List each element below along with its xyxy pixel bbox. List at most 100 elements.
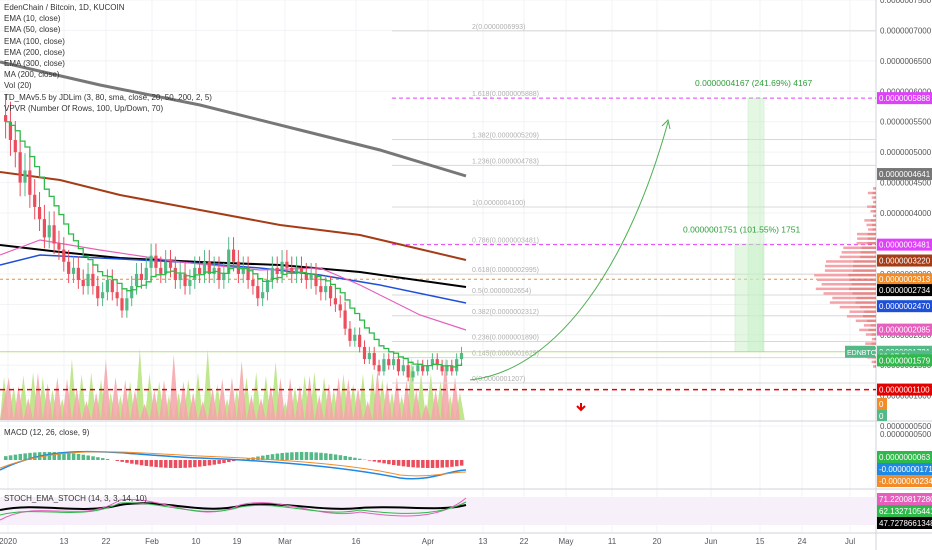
- vpvr-bar-up: [843, 246, 862, 250]
- fib-level-label: 0.618(0.0000002995): [472, 267, 539, 274]
- stoch-legend: STOCH_EMA_STOCH (14, 3, 3, 14, 10): [4, 494, 147, 503]
- vpvr-bar-up: [870, 210, 874, 213]
- vpvr-bar-down: [874, 351, 876, 355]
- legend-item: MA (200, close): [4, 70, 60, 80]
- vpvr-bar-up: [824, 264, 854, 268]
- time-axis-tick: May: [558, 537, 573, 546]
- candle: [101, 292, 105, 299]
- macd-histogram-bar: [96, 457, 100, 460]
- candle: [348, 328, 352, 341]
- price-label: 0.0000002470: [879, 302, 931, 311]
- macd-histogram-bar: [188, 460, 192, 468]
- vpvr-bar-up: [841, 251, 861, 254]
- candle: [110, 280, 114, 293]
- price-label: 0.0000003481: [879, 241, 931, 250]
- price-label: 0.0000002734: [879, 286, 931, 295]
- vpvr-bar-down: [855, 301, 876, 304]
- candle: [261, 292, 265, 299]
- macd-histogram-bar: [227, 460, 231, 463]
- candle: [76, 267, 80, 280]
- candle: [173, 267, 177, 280]
- macd-histogram-bar: [338, 455, 343, 460]
- vpvr-bar-down: [860, 251, 876, 254]
- time-axis-tick: 11: [608, 537, 617, 546]
- macd-histogram-bar: [265, 454, 270, 460]
- macd-histogram-bar: [86, 455, 90, 460]
- candle: [358, 334, 362, 347]
- time-axis-tick: 10: [192, 537, 201, 546]
- macd-label: -0.0000000171: [879, 465, 932, 474]
- volume-label-bg: [877, 398, 887, 410]
- vpvr-bar-down: [874, 214, 876, 218]
- macd-histogram-bar: [139, 460, 144, 466]
- candle: [435, 359, 439, 366]
- candle: [183, 273, 187, 287]
- ema300-line: [0, 60, 467, 178]
- vpvr-bar-up: [839, 305, 860, 309]
- vpvr-bar-up: [863, 324, 871, 327]
- vpvr-bar-down: [874, 337, 876, 341]
- time-axis-tick: 22: [520, 537, 529, 546]
- candle: [227, 249, 231, 274]
- macd-histogram-bar: [159, 460, 163, 468]
- price-label: 0.0000001100: [879, 386, 930, 395]
- candle: [71, 267, 76, 274]
- vpvr-bar-down: [874, 360, 876, 364]
- legend-item: EMA (200, close): [4, 47, 65, 57]
- vpvr-bar-down: [859, 305, 876, 309]
- macd-histogram-bar: [261, 455, 265, 460]
- stoch-k-line: [0, 497, 467, 521]
- candle: [285, 261, 289, 268]
- macd-histogram-bar: [314, 452, 318, 460]
- candle: [81, 280, 85, 287]
- fib-level-label: 1.618(0.0000005888): [472, 91, 539, 98]
- candle: [406, 365, 410, 378]
- candle: [411, 371, 415, 378]
- macd-histogram-bar: [280, 453, 284, 460]
- candle: [367, 353, 371, 360]
- candle: [416, 365, 420, 372]
- candle: [178, 273, 182, 280]
- candle: [338, 304, 342, 311]
- macd-histogram-bar: [164, 460, 168, 468]
- vpvr-bar-down: [851, 283, 876, 286]
- legend-item: EMA (10, close): [4, 14, 61, 24]
- vpvr-bar-up: [857, 237, 868, 240]
- macd-histogram-bar: [134, 460, 139, 465]
- vpvr-bar-down: [872, 228, 876, 231]
- macd-histogram-bar: [367, 460, 372, 461]
- fib-level-label: 0.382(0.0000002312): [472, 309, 539, 316]
- macd-histogram-bar: [387, 460, 391, 465]
- fib-level-label: 1.236(0.0000004783): [472, 158, 539, 165]
- price-label-bg: [877, 354, 932, 367]
- candle: [445, 365, 449, 372]
- vpvr-bar-down: [872, 191, 876, 195]
- projection-curve: [469, 121, 669, 381]
- vpvr-bar-down: [868, 328, 876, 332]
- candle: [396, 359, 401, 372]
- candle: [353, 334, 357, 341]
- price-label-bg: [877, 273, 932, 286]
- candle: [134, 273, 139, 287]
- measure-box: [734, 244, 764, 353]
- candle: [13, 140, 17, 153]
- vpvr-bar-down: [856, 296, 876, 300]
- candle: [430, 359, 434, 366]
- price-label: 0.0000005888: [879, 94, 931, 103]
- fib-level-label: 0.236(0.0000001890): [472, 334, 539, 341]
- chart-legend: EdenChain / Bitcoin, 1D, KUCOIN EMA (10,…: [4, 2, 212, 114]
- macd-line: [0, 450, 467, 480]
- candle: [62, 249, 66, 262]
- vpvr-bar-up: [868, 228, 873, 231]
- macd-histogram-bar: [450, 460, 454, 467]
- candle: [251, 280, 255, 287]
- candle: [324, 286, 328, 293]
- macd-histogram-bar: [333, 454, 338, 460]
- measure-label: 0.0000004167 (241.69%) 4167: [695, 78, 812, 88]
- price-label-bg: [877, 383, 932, 396]
- candle: [275, 267, 279, 274]
- macd-histogram-bar: [130, 460, 134, 464]
- vpvr-bar-up: [823, 292, 853, 295]
- candle: [188, 280, 192, 287]
